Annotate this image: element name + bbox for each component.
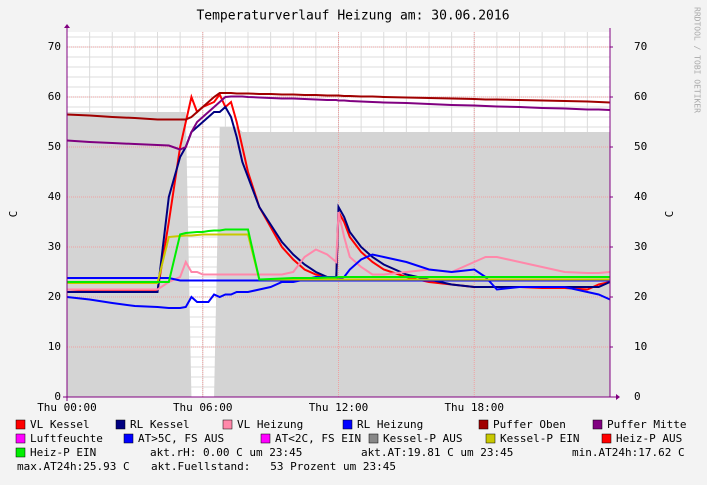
legend-label: Heiz-P EIN [30, 446, 96, 459]
legend-swatch [368, 433, 379, 444]
y2-tick-label: 40 [634, 190, 647, 203]
y2-axis-label: C [663, 211, 676, 218]
legend-label: VL Kessel [30, 418, 90, 431]
y2-tick-label: 0 [634, 390, 641, 403]
legend-swatch [115, 419, 126, 430]
y-axis-label: C [7, 211, 20, 218]
legend-swatch [222, 419, 233, 430]
stat-text: akt.Fuellstand: 53 Prozent um 23:45 [151, 460, 396, 473]
y-tick-label: 60 [48, 90, 61, 103]
line [67, 233, 610, 284]
legend-swatch [260, 433, 271, 444]
legend-swatch [123, 433, 134, 444]
legend-label: AT>5C, FS AUS [138, 432, 224, 445]
x-tick-label: Thu 12:00 [309, 401, 369, 414]
line [66, 92, 611, 121]
x-tick-label: Thu 06:00 [173, 401, 233, 414]
legend-swatch [15, 447, 26, 458]
legend-swatch [15, 419, 26, 430]
y2-tick-label: 10 [634, 340, 647, 353]
y-tick-label: 30 [48, 240, 61, 253]
x-tick-label: Thu 00:00 [37, 401, 97, 414]
line [67, 211, 611, 291]
stat-text: akt.AT:19.81 C um 23:45 [361, 446, 513, 459]
y-tick-label: 20 [48, 290, 61, 303]
y2-tick-label: 50 [634, 140, 647, 153]
y2-tick-label: 70 [634, 40, 647, 53]
legend-label: RL Heizung [357, 418, 423, 431]
line [67, 228, 610, 283]
legend-swatch [485, 433, 496, 444]
legend-swatch [15, 433, 26, 444]
line [66, 253, 611, 309]
chart-title: Temperaturverlauf Heizung am: 30.06.2016 [196, 9, 509, 24]
legend-swatch [342, 419, 353, 430]
legend-label: Puffer Mitte [607, 418, 686, 431]
y-tick-label: 0 [54, 390, 61, 403]
legend-label: Heiz-P AUS [616, 432, 682, 445]
legend-label: Puffer Oben [493, 418, 566, 431]
legend-label: Luftfeuchte [30, 432, 103, 445]
legend-swatch [592, 419, 603, 430]
x-tick-label: Thu 18:00 [444, 401, 504, 414]
legend-label: VL Heizung [237, 418, 303, 431]
legend-swatch [478, 419, 489, 430]
legend-label: AT<2C, FS EIN [275, 432, 361, 445]
y-tick-label: 10 [48, 340, 61, 353]
legend-label: RL Kessel [130, 418, 190, 431]
axis-arrow [616, 394, 620, 400]
stat-text: akt.rH: 0.00 C um 23:45 [150, 446, 302, 459]
y2-tick-label: 60 [634, 90, 647, 103]
legend-swatch [601, 433, 612, 444]
axis-arrow [64, 24, 70, 28]
watermark: RRDTOOL / TOBI OETIKER [693, 7, 702, 113]
stat-text: max.AT24h:25.93 C [17, 460, 130, 473]
y-tick-label: 70 [48, 40, 61, 53]
stat-text: min.AT24h:17.62 C [572, 446, 685, 459]
y-tick-label: 40 [48, 190, 61, 203]
legend-label: Kessel-P AUS [383, 432, 462, 445]
y2-tick-label: 20 [634, 290, 647, 303]
line [66, 95, 611, 151]
y-tick-label: 50 [48, 140, 61, 153]
legend-label: Kessel-P EIN [500, 432, 579, 445]
y2-tick-label: 30 [634, 240, 647, 253]
